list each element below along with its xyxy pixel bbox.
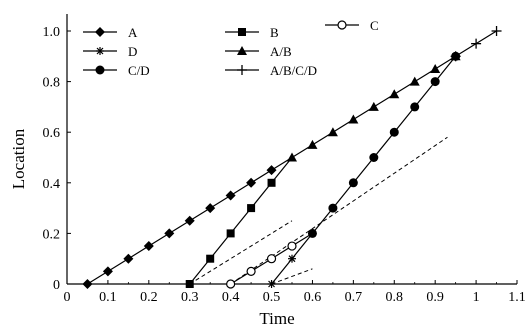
y-tick-label: 0.6: [43, 126, 61, 141]
point-c-d: [328, 203, 338, 213]
x-tick-label: 0.7: [345, 290, 363, 305]
y-tick-label: 0.2: [43, 227, 61, 242]
point-a: [164, 228, 175, 239]
legend-label-a-b-c-d: A/B/C/D: [270, 63, 317, 78]
point-a: [102, 266, 113, 277]
point-d: [288, 254, 296, 263]
point-a: [225, 190, 236, 201]
point-a-b: [430, 63, 441, 73]
point-a-b: [287, 152, 297, 162]
reference-lines: [189, 136, 448, 285]
point-a-b: [348, 114, 359, 124]
legend-label-a: A: [128, 25, 138, 40]
point-b: [247, 204, 256, 213]
series-line-d: [271, 258, 293, 285]
y-tick-label: 0.4: [43, 177, 61, 192]
point-c: [266, 254, 277, 264]
legend-marker-c: [337, 20, 347, 30]
point-a: [266, 165, 277, 176]
point-a-b: [327, 127, 338, 137]
y-tick-label: 0.8: [43, 76, 61, 91]
legend-marker-b: [238, 28, 246, 36]
axes: 0 0.1 0.2 0.3 0.4 0.5 0.6 0.7 0.8 0.9 1 1.1 0 0.2 0.4 0…: [43, 14, 525, 305]
point-b: [226, 229, 235, 238]
point-a: [184, 215, 195, 226]
point-a: [246, 177, 257, 188]
star-d2: [96, 47, 104, 55]
series-line-a: [87, 169, 272, 285]
legend-label-d: D: [128, 44, 137, 59]
series-connector: [291, 233, 313, 260]
point-a-b-c-d: [471, 38, 482, 49]
x-tick-label: 0.5: [263, 290, 281, 305]
point-c-d: [389, 127, 399, 137]
point-b: [206, 254, 215, 263]
point-c-d: [307, 228, 317, 238]
series-connector: [271, 157, 293, 184]
star-d2: [268, 280, 275, 288]
point-a-b-c-d: [450, 51, 461, 62]
x-tick-label: 0.2: [140, 290, 158, 305]
legend-marker-a-b-c-d: [237, 65, 247, 75]
point-a-b: [389, 89, 400, 99]
legend-label-c: C: [370, 18, 379, 33]
point-d: [267, 280, 276, 288]
point-c-d: [430, 77, 440, 87]
legend: A B C D A/B C/D A/B/C/D: [83, 18, 379, 78]
point-a: [205, 203, 216, 214]
point-c-d: [410, 102, 420, 112]
dashed-reference-line: [230, 136, 448, 285]
x-tick-label: 0.1: [99, 290, 117, 305]
point-a-b: [307, 139, 318, 149]
point-a: [123, 253, 134, 264]
series-layer: [82, 26, 502, 289]
y-tick-label: 0: [53, 278, 60, 293]
legend-label-b: B: [270, 25, 279, 40]
point-b: [185, 280, 194, 288]
dashed-reference-line: [271, 268, 313, 285]
point-a-b: [368, 101, 379, 111]
point-a-b-c-d: [491, 26, 502, 36]
legend-label-a-b: A/B: [270, 44, 292, 59]
x-tick-label: 0.3: [181, 290, 199, 305]
x-axis-title: Time: [259, 309, 294, 328]
x-tick-label: 0: [64, 290, 71, 305]
point-b: [267, 178, 276, 187]
point-a: [82, 279, 93, 289]
point-c: [287, 241, 297, 251]
x-tick-label: 0.9: [426, 290, 444, 305]
dashed-reference-line: [189, 220, 293, 285]
legend-marker-a-b: [237, 46, 247, 55]
series-line-c: [230, 245, 293, 285]
point-c-d: [348, 178, 358, 188]
point-c: [226, 279, 236, 289]
point-c: [246, 266, 256, 276]
x-tick-label: 1: [473, 290, 480, 305]
legend-label-c-d: C/D: [128, 63, 150, 78]
x-tick-label: 0.8: [386, 290, 404, 305]
point-a-b: [409, 76, 420, 86]
x-tick-label: 0.6: [304, 290, 322, 305]
y-tick-label: 1.0: [43, 25, 61, 40]
legend-marker-a: [95, 27, 105, 37]
point-c-d: [369, 153, 379, 162]
point-a: [143, 241, 154, 252]
star-d2: [288, 255, 296, 263]
legend-marker-d: [96, 47, 104, 55]
y-axis-title: Location: [9, 128, 28, 189]
x-tick-label: 1.1: [508, 290, 525, 305]
x-tick-label: 0.4: [222, 290, 240, 305]
series-line-c-d: [311, 55, 457, 234]
legend-marker-c-d: [95, 65, 105, 75]
